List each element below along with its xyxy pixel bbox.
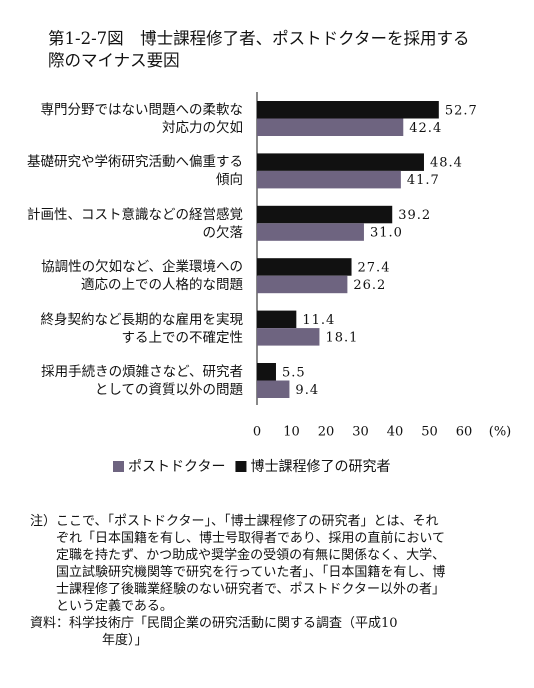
value-label: 41.7	[407, 173, 440, 188]
value-label: 9.4	[295, 383, 319, 398]
value-label: 18.1	[325, 330, 358, 345]
bar	[257, 363, 276, 381]
x-tick-label: 40	[387, 425, 404, 440]
x-tick-label: 0	[253, 425, 261, 440]
bar	[257, 310, 297, 329]
bar	[257, 380, 290, 398]
chart-title: 第1-2-7図 博士課程修了者、ポストドクターを採用する際のマイナス要因	[48, 29, 470, 70]
note: 注）ここで、「ポストドクター」、「博士課程修了の研究者」とは、それぞれ「日本国籍…	[30, 514, 446, 614]
source: 資料：科学技術庁「民間企業の研究活動に関する調査（平成10年度）」	[30, 616, 398, 648]
y-tick-label: 基礎研究や学術研究活動へ偏重する 傾向	[27, 154, 243, 189]
x-unit: (%)	[489, 425, 512, 440]
bar	[257, 275, 348, 294]
value-label: 42.4	[409, 121, 442, 136]
bar	[257, 223, 364, 241]
value-label: 27.4	[358, 260, 391, 275]
y-tick-label: 終身契約など長期的な雇用を実現 する上での不確定性	[40, 311, 244, 346]
x-tick-label: 10	[283, 425, 300, 440]
bar	[257, 328, 320, 346]
x-tick-label: 20	[318, 425, 335, 440]
y-tick-label: 計画性、コスト意識などの経営感覚 の欠落	[27, 206, 243, 241]
bar	[257, 101, 439, 119]
legend-label: ポストドクター	[128, 459, 225, 475]
bar	[257, 258, 352, 276]
x-tick-label: 30	[352, 425, 369, 440]
bar	[257, 170, 401, 189]
x-tick-label: 50	[421, 425, 438, 440]
y-tick-label: 採用手続きの煩雑さなど、研究者 としての資質以外の問題	[41, 364, 243, 398]
value-label: 31.0	[370, 226, 403, 241]
value-label: 48.4	[430, 156, 463, 171]
value-label: 11.4	[302, 313, 335, 328]
value-label: 52.7	[445, 103, 478, 118]
y-tick-label: 専門分野ではない問題への柔軟な 対応力の欠如	[40, 102, 244, 136]
bar	[257, 205, 393, 224]
legend-swatch	[113, 461, 124, 472]
legend-label: 博士課程修了の研究者	[250, 458, 390, 475]
legend-swatch	[235, 461, 247, 472]
value-label: 39.2	[398, 208, 431, 223]
y-tick-label: 協調性の欠如など、企業環境への 適応の上での人格的な問題	[41, 259, 243, 294]
value-label: 26.2	[353, 278, 386, 293]
x-tick-label: 60	[456, 425, 473, 440]
value-label: 5.5	[282, 365, 306, 380]
bar	[257, 153, 424, 171]
bar	[257, 118, 404, 136]
